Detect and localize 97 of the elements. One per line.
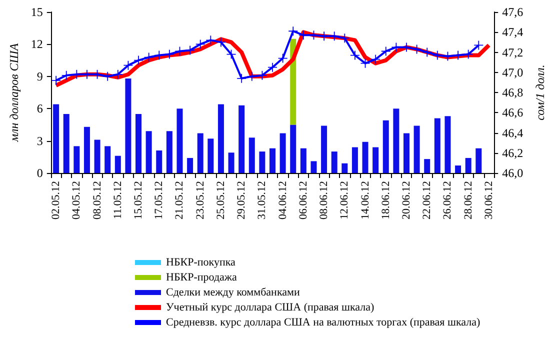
point — [340, 34, 350, 43]
y-tick-label: 12 — [30, 37, 43, 52]
bar — [382, 120, 389, 173]
x-tick-label: 14.06.12 — [359, 181, 372, 220]
y-tick-label: 9 — [36, 69, 43, 84]
bar — [156, 150, 162, 173]
x-tick-label: 26.06.12 — [442, 181, 454, 220]
y-axis-title: млн долларов США — [7, 42, 21, 143]
bar — [136, 114, 142, 173]
point — [206, 36, 216, 45]
point — [288, 26, 298, 36]
bar — [270, 148, 276, 173]
legend-label: Средневзв. курс доллара США на валютных торгах (правая шкала) — [166, 316, 480, 328]
bar — [393, 108, 400, 173]
bar — [176, 108, 183, 173]
bar — [248, 138, 255, 173]
bar — [280, 133, 286, 173]
x-tick-label: 28.06.12 — [462, 181, 474, 220]
bar — [114, 156, 121, 173]
y-tick-label: 3 — [36, 134, 43, 148]
y-tick-label: 6 — [36, 102, 43, 116]
bar — [352, 147, 358, 173]
bar — [94, 140, 100, 173]
bar — [146, 131, 152, 173]
bar — [434, 118, 440, 173]
y-tick-label: 0 — [36, 166, 43, 180]
point — [268, 62, 277, 72]
x-tick-label: 02.05.12 — [50, 181, 62, 220]
bar — [310, 161, 317, 173]
bar — [84, 126, 90, 173]
y2-tick-label: 46,6 — [502, 106, 524, 120]
legend-label: НБКР-продажа — [166, 272, 238, 284]
y2-tick-label: 47,4 — [502, 25, 524, 40]
y2-tick-label: 46,4 — [502, 126, 524, 140]
y2-tick-label: 47,0 — [502, 65, 524, 80]
x-tick-label: 21.05.12 — [174, 181, 186, 220]
legend-label: Учетный курс доллара США (правая шкала) — [166, 302, 374, 314]
bar — [362, 142, 368, 173]
bar — [331, 152, 338, 173]
bar — [403, 133, 410, 173]
x-tick-label: 29.05.12 — [236, 181, 248, 220]
bar — [187, 158, 194, 173]
bar — [228, 152, 234, 173]
x-tick-label: 11.05.12 — [112, 181, 124, 220]
y2-tick-label: 47,2 — [502, 45, 524, 60]
legend-label: НБКР-покупка — [166, 256, 236, 268]
x-tick-label: 08.05.12 — [91, 181, 104, 220]
x-tick-label: 25.05.12 — [214, 181, 227, 220]
bar — [455, 165, 462, 173]
bar — [476, 148, 482, 173]
x-tick-label: 04.05.12 — [70, 181, 83, 220]
x-tick-label: 17.05.12 — [153, 181, 166, 220]
bar — [342, 163, 348, 173]
bar — [74, 146, 80, 173]
x-tick-label: 23.05.12 — [194, 181, 206, 220]
x-tick-label: 20.06.12 — [400, 181, 412, 220]
bar — [290, 124, 296, 173]
bar — [208, 138, 214, 173]
x-tick-label: 06.06.12 — [297, 181, 310, 220]
bar — [465, 158, 472, 173]
x-tick-label: 08.06.12 — [318, 181, 330, 220]
x-tick-label: 31.05.12 — [256, 181, 268, 220]
x-tick-label: 30.06.12 — [482, 181, 495, 220]
bar — [197, 133, 204, 173]
point — [62, 70, 71, 80]
y-tick-label: 15 — [30, 5, 43, 19]
y2-tick-label: 46,0 — [502, 166, 524, 180]
point — [113, 70, 122, 79]
bar — [259, 152, 266, 173]
bar — [300, 148, 306, 173]
point — [134, 56, 144, 65]
bar — [125, 78, 132, 173]
bar — [238, 105, 245, 173]
bar — [372, 147, 379, 173]
point — [237, 74, 246, 83]
bar — [104, 146, 111, 173]
bar — [424, 159, 430, 173]
y2-tick-label: 46,8 — [502, 86, 524, 100]
legend-label: Сделки между коммбанками — [166, 286, 300, 298]
bar — [414, 126, 420, 173]
point — [103, 72, 112, 81]
y2-tick-label: 47,6 — [502, 5, 524, 19]
point — [52, 76, 61, 85]
x-tick-label: 22.06.12 — [421, 181, 434, 220]
x-tick-label: 15.05.12 — [132, 181, 145, 220]
y2-axis-title: сом/1 долл. — [533, 64, 547, 120]
bar — [166, 131, 172, 173]
x-tick-label: 12.06.12 — [338, 181, 351, 220]
bar — [444, 116, 451, 173]
bar — [321, 126, 328, 173]
y2-tick-label: 46,2 — [502, 146, 524, 160]
point — [216, 38, 226, 47]
bar — [53, 104, 60, 173]
bar — [63, 114, 70, 173]
x-tick-label: 18.06.12 — [380, 181, 392, 220]
x-tick-label: 04.06.12 — [276, 181, 289, 220]
bar — [218, 104, 224, 173]
